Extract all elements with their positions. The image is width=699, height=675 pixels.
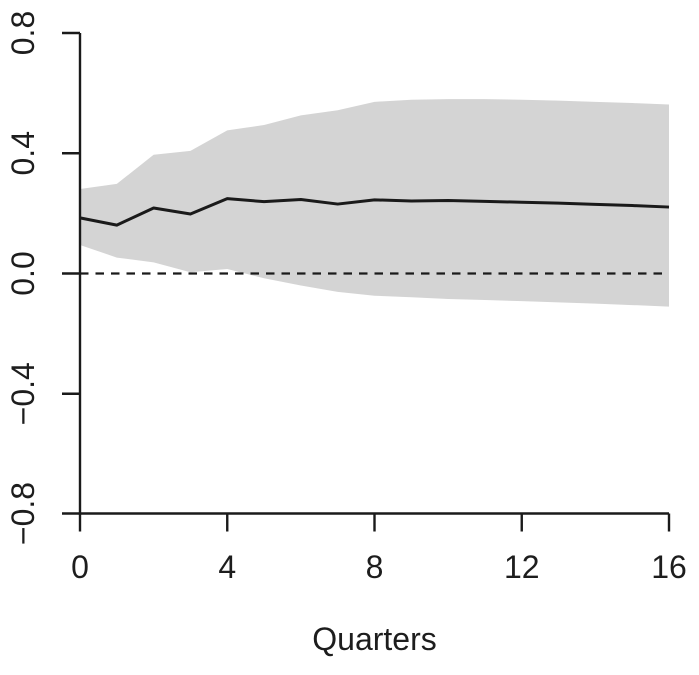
x-tick-label: 0 [71,549,89,585]
y-tick-labels: 0.8 0.4 0.0 −0.4 −0.8 [5,11,41,545]
axes [62,31,671,532]
y-tick-label: −0.4 [5,362,41,425]
x-tick-labels: 0 4 8 12 16 [71,549,687,585]
confidence-band [80,99,669,307]
x-tick-label: 8 [366,549,384,585]
y-tick-label: 0.0 [5,251,41,295]
x-tick-label: 4 [218,549,236,585]
y-tick-label: 0.4 [5,131,41,175]
x-tick-label: 12 [504,549,540,585]
irf-estimate-line [79,197,670,227]
x-axis-title: Quarters [312,621,436,657]
x-tick-label: 16 [651,549,687,585]
y-tick-label: 0.8 [5,11,41,55]
y-tick-label: −0.8 [5,482,41,545]
